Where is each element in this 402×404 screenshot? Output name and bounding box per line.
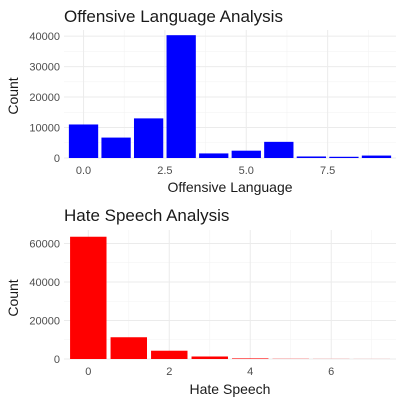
x-tick-label: 2 — [166, 366, 172, 378]
x-tick-label: 7.5 — [320, 165, 335, 177]
x-tick-label: 0 — [85, 366, 91, 378]
x-tick-label: 6 — [328, 366, 334, 378]
x-tick-label: 4 — [247, 366, 253, 378]
y-axis-title: Count — [5, 279, 21, 316]
y-tick-label: 30000 — [29, 62, 60, 74]
y-tick-label: 40000 — [29, 277, 60, 289]
bar — [264, 142, 293, 158]
y-axis-title: Count — [5, 77, 21, 114]
y-tick-label: 40000 — [29, 31, 60, 43]
y-tick-label: 0 — [54, 153, 60, 165]
bar — [111, 337, 147, 359]
y-tick-label: 0 — [54, 354, 60, 366]
offensive-language-chart: Offensive Language Analysis 0 10000 20000 3… — [5, 7, 396, 195]
bar — [362, 156, 391, 158]
x-axis-title: Hate Speech — [190, 381, 271, 397]
x-tick-label: 2.5 — [157, 165, 172, 177]
y-tick-label: 20000 — [29, 92, 60, 104]
bar — [232, 151, 261, 158]
bar — [101, 138, 130, 158]
bar — [70, 237, 106, 359]
chart-title: Hate Speech Analysis — [64, 206, 229, 225]
bar — [134, 118, 163, 158]
x-axis-title: Offensive Language — [167, 179, 292, 195]
bar — [167, 35, 196, 158]
hate-speech-chart: Hate Speech Analysis 0 20000 40000 60000 0 2 4… — [5, 206, 396, 397]
x-tick-label: 5.0 — [239, 165, 254, 177]
y-tick-label: 20000 — [29, 315, 60, 327]
chart-title: Offensive Language Analysis — [64, 7, 283, 26]
y-tick-label: 10000 — [29, 123, 60, 135]
bar — [192, 356, 228, 359]
bar — [329, 157, 358, 158]
bar — [232, 358, 268, 359]
y-tick-label: 60000 — [29, 238, 60, 250]
bar — [69, 124, 98, 158]
x-tick-label: 0.0 — [76, 165, 91, 177]
bar — [151, 351, 187, 359]
bar — [199, 153, 228, 158]
bar — [297, 156, 326, 158]
